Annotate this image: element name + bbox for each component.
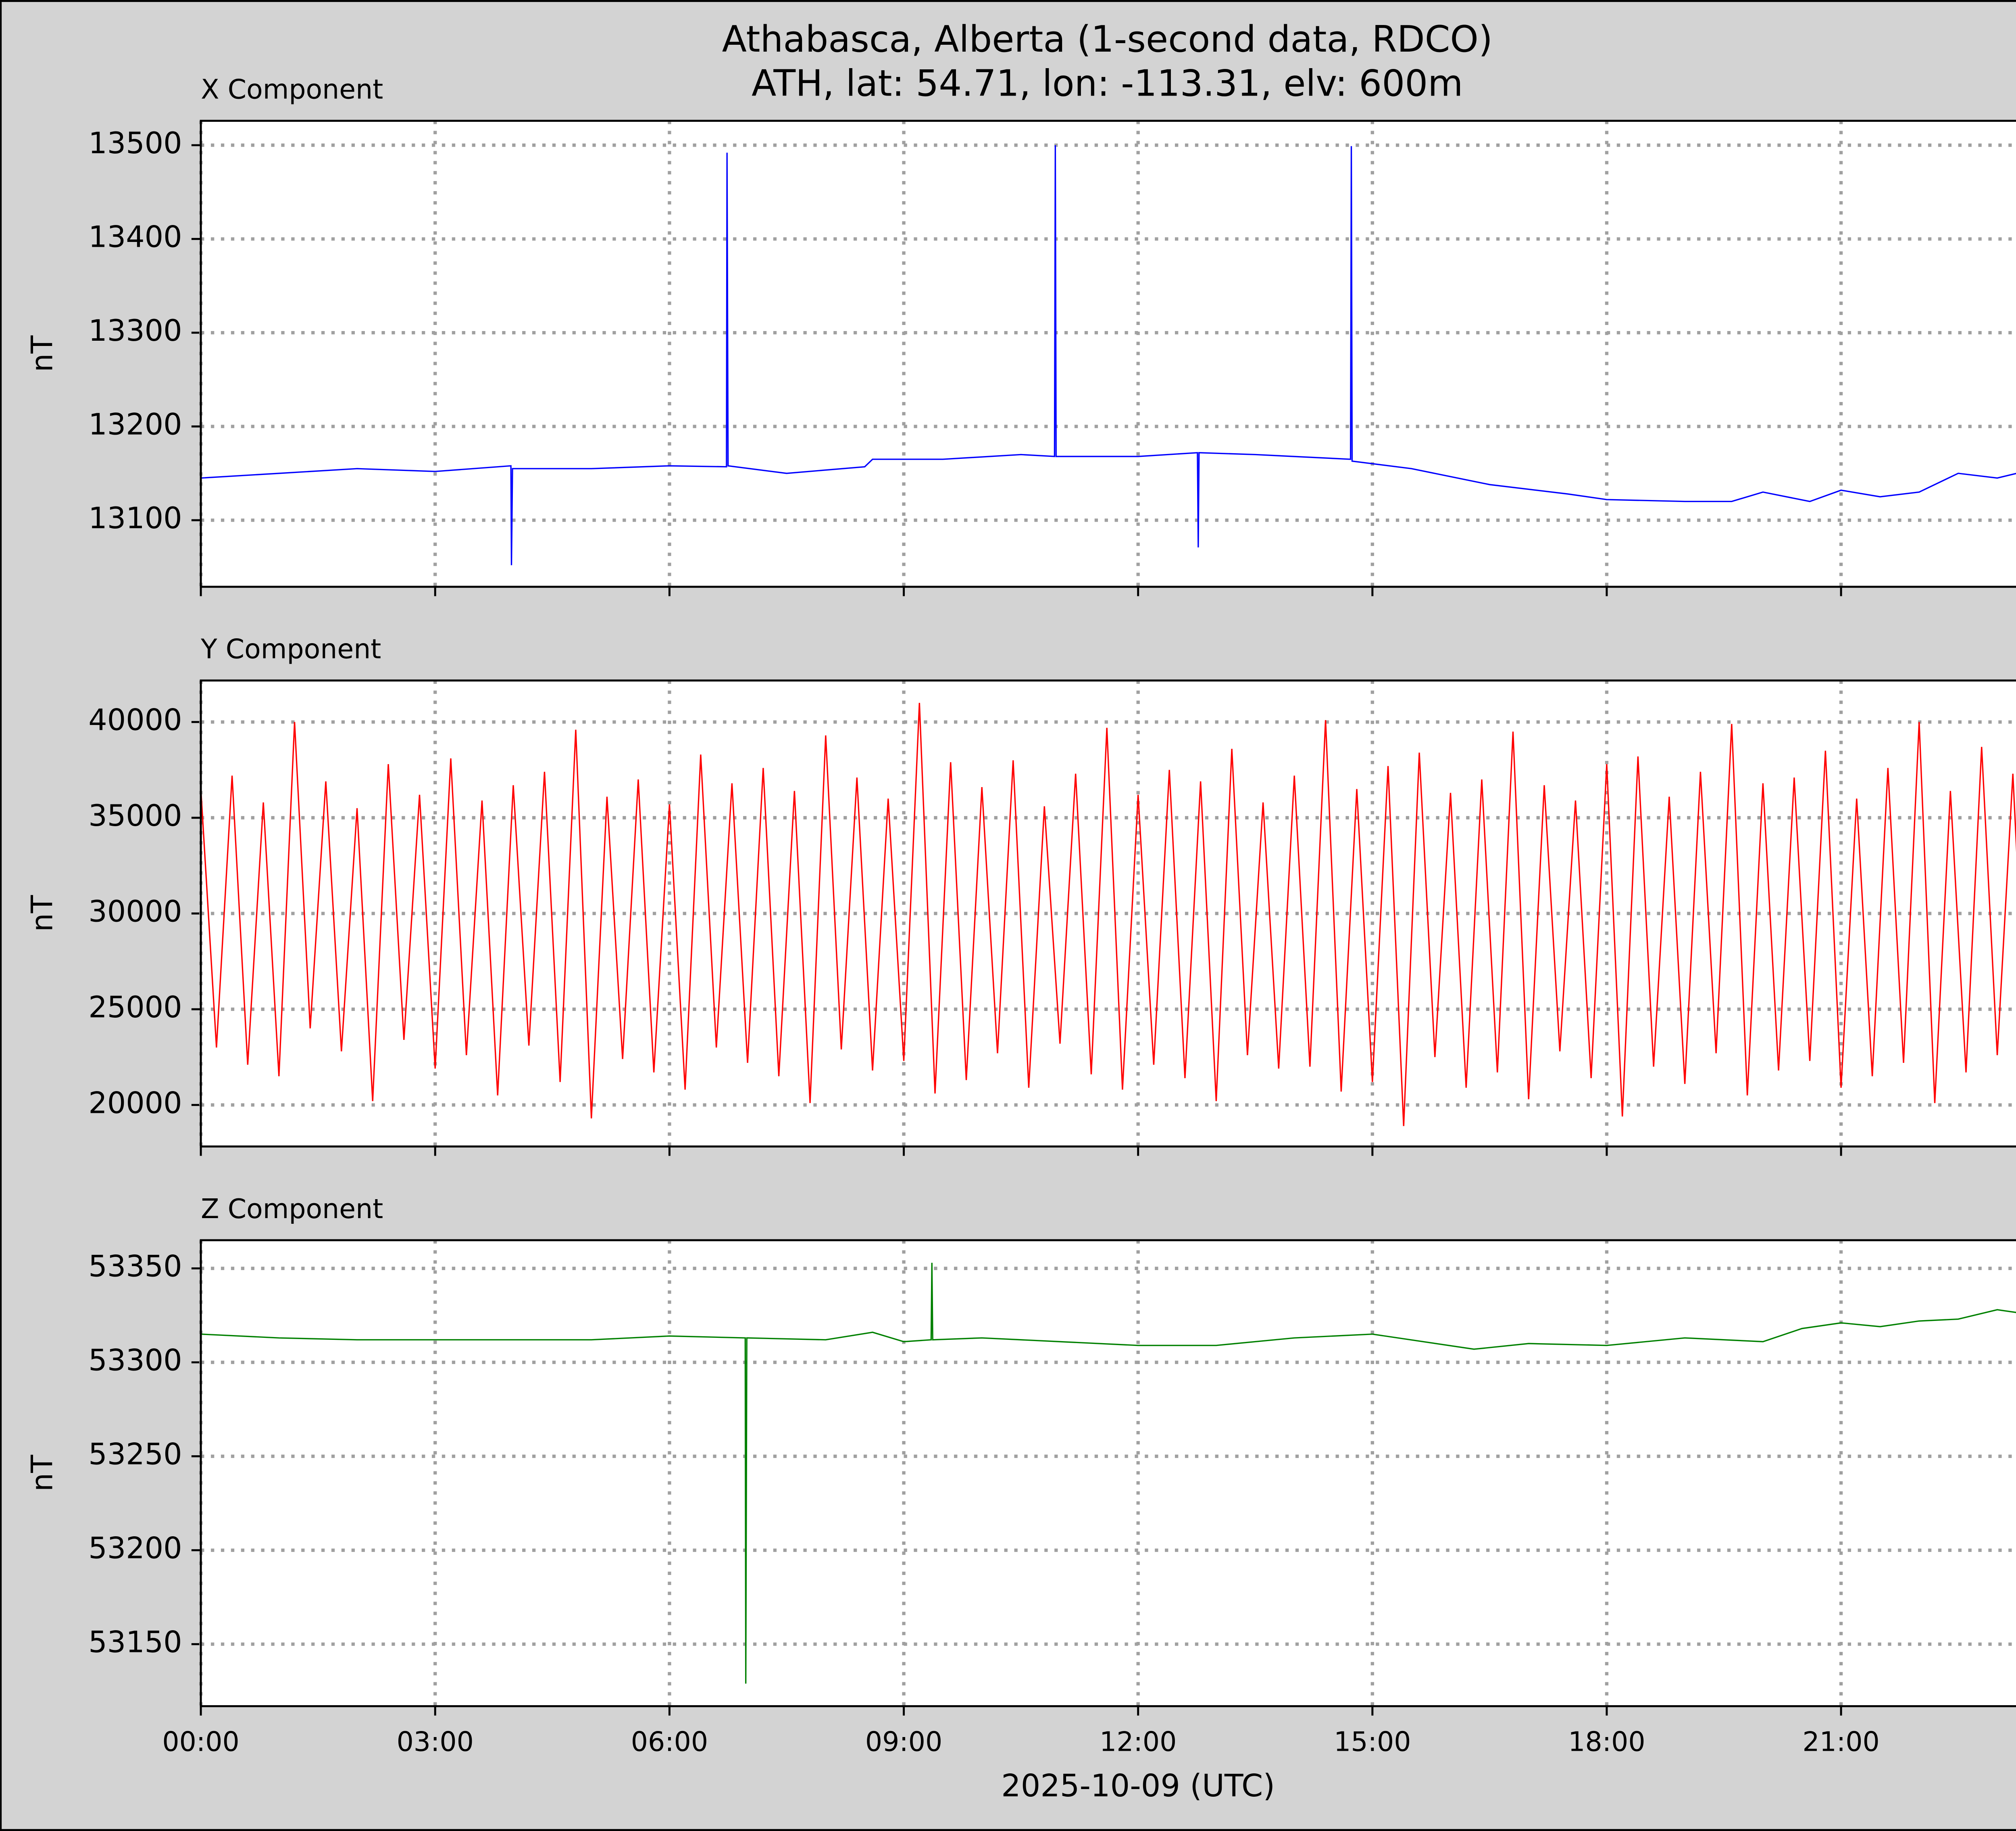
subplot: Y Component nT 20000 25000 30000 35000 40000 bbox=[25, 633, 2016, 1156]
y-tick-label: 30000 bbox=[88, 895, 182, 929]
y-axis-label: nT bbox=[25, 1455, 60, 1491]
x-tick-label: 15:00 bbox=[1334, 1726, 1411, 1757]
subplot-title: Z Component bbox=[201, 1193, 383, 1225]
data-line bbox=[201, 145, 2016, 565]
x-tick-label: 12:00 bbox=[1100, 1726, 1177, 1757]
x-axis-label: 2025-10-09 (UTC) bbox=[1001, 1768, 1275, 1804]
y-tick-label: 40000 bbox=[88, 703, 182, 737]
plot-frame bbox=[200, 120, 2016, 588]
plot-area bbox=[201, 1240, 2016, 1706]
subplot: X Component nT 13100 13200 13300 13400 13500 bbox=[25, 74, 2016, 596]
x-tick-label: 03:00 bbox=[397, 1726, 474, 1757]
y-tick-label: 53200 bbox=[88, 1531, 182, 1566]
y-tick-label: 53250 bbox=[88, 1437, 182, 1472]
x-tick-label: 09:00 bbox=[865, 1726, 942, 1757]
plot-frame bbox=[200, 1239, 2016, 1707]
x-tick-label: 06:00 bbox=[631, 1726, 708, 1757]
x-tick-label: 00:00 bbox=[162, 1726, 239, 1757]
data-group bbox=[201, 703, 2016, 1126]
subplot-title: Y Component bbox=[200, 633, 381, 665]
subplot: Z Component nT 53150 53200 53250 53300 53350 00… bbox=[25, 1193, 2016, 1804]
figure-title: Athabasca, Alberta (1-second data, RDCO) bbox=[722, 19, 1493, 60]
data-line bbox=[201, 703, 2016, 1126]
subplot-title: X Component bbox=[201, 74, 383, 105]
data-group bbox=[201, 145, 2016, 565]
y-tick-label: 13300 bbox=[88, 314, 182, 348]
plot-frame bbox=[200, 679, 2016, 1148]
y-tick-label: 13500 bbox=[88, 126, 182, 160]
y-axis-label: nT bbox=[25, 895, 60, 932]
y-tick-label: 53300 bbox=[88, 1344, 182, 1378]
y-tick-label: 13100 bbox=[88, 501, 182, 535]
y-tick-label: 20000 bbox=[88, 1086, 182, 1120]
x-tick-label: 18:00 bbox=[1568, 1726, 1645, 1757]
y-tick-label: 53150 bbox=[88, 1625, 182, 1660]
x-tick-label: 21:00 bbox=[1802, 1726, 1879, 1757]
plot-area bbox=[201, 121, 2016, 587]
data-group bbox=[201, 1262, 2016, 1684]
y-tick-label: 13200 bbox=[88, 408, 182, 442]
y-tick-label: 25000 bbox=[88, 990, 182, 1025]
y-axis-label: nT bbox=[25, 335, 60, 372]
data-line bbox=[201, 1262, 2016, 1684]
y-tick-label: 35000 bbox=[88, 799, 182, 833]
y-tick-label: 53350 bbox=[88, 1250, 182, 1284]
y-tick-label: 13400 bbox=[88, 220, 182, 254]
figure-subtitle: ATH, lat: 54.71, lon: -113.31, elv: 600m bbox=[752, 63, 1463, 105]
